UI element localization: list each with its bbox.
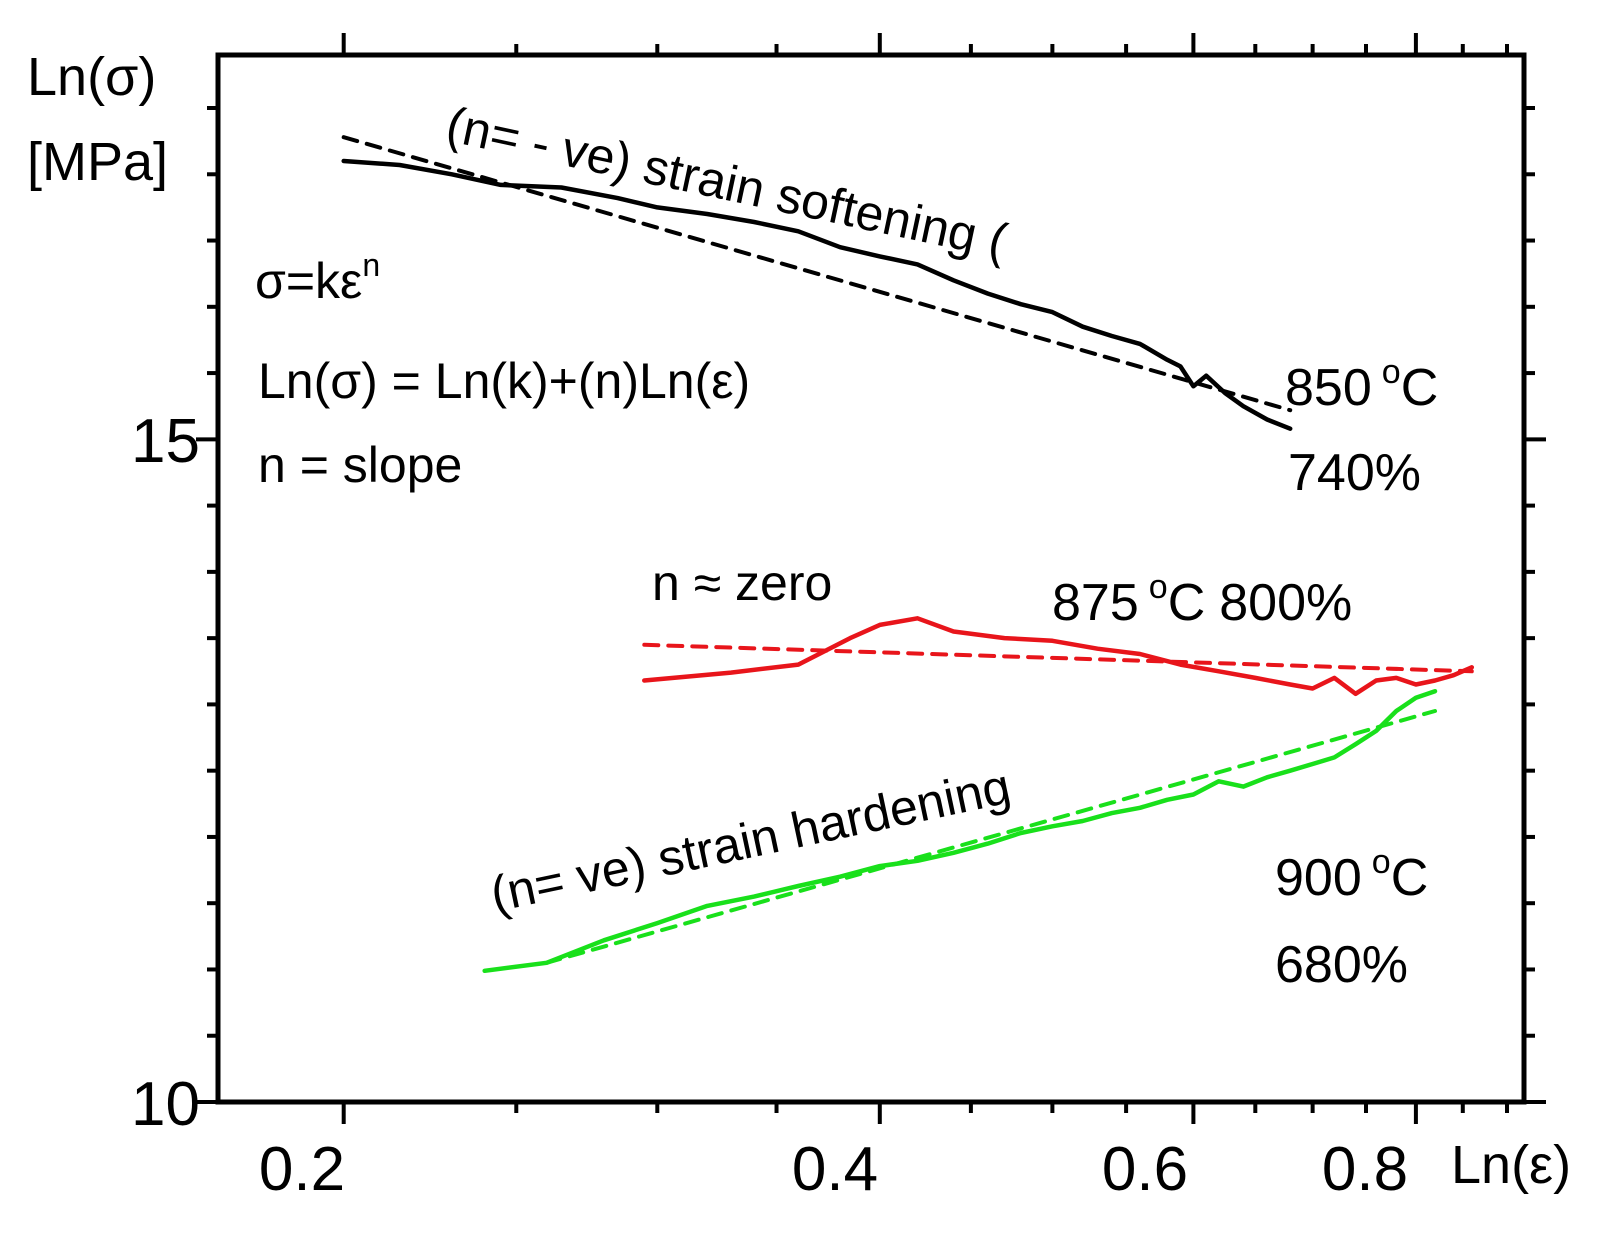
y-tick-label-15: 15: [131, 407, 200, 476]
x-tick-label-0.2: 0.2: [259, 1135, 345, 1204]
x-axis-title: Ln(ε): [1451, 1135, 1571, 1195]
series-layer: [341, 135, 1475, 974]
series-label-875: 875 oC 800%: [1052, 568, 1352, 632]
series-line-900: [482, 688, 1438, 974]
y-axis-title-line1: Ln(σ): [27, 47, 156, 107]
y-axis-title-line2: [MPa]: [27, 132, 168, 192]
fit-line-900: [544, 709, 1437, 965]
equation-base: σ=kε: [255, 253, 362, 309]
series-line-850: [341, 158, 1293, 431]
fit-line-850: [341, 135, 1293, 413]
x-tick-label-0.4: 0.4: [792, 1135, 878, 1204]
equation-exponent: n: [362, 247, 380, 283]
axis-ticks: [196, 33, 1546, 1124]
equation-power-law: σ=kεn: [255, 247, 380, 309]
series-label-850-temp: 850 oC: [1285, 353, 1438, 417]
annotation-softening: (n= - ve) strain softening (: [442, 96, 1013, 270]
equation-log-form: Ln(σ) = Ln(k)+(n)Ln(ε): [258, 353, 750, 409]
series-label-850-elong: 740%: [1288, 444, 1421, 502]
x-tick-label-0.8: 0.8: [1322, 1135, 1408, 1204]
series-line-875: [642, 616, 1475, 697]
annotation-zero: n ≈ zero: [652, 555, 832, 611]
fit-line-875: [642, 642, 1474, 674]
y-tick-label-10: 10: [131, 1070, 200, 1139]
series-label-900-temp: 900 oC: [1275, 843, 1428, 907]
plot-frame: [215, 52, 1527, 1105]
series-label-900-elong: 680%: [1275, 936, 1408, 994]
x-tick-label-0.6: 0.6: [1102, 1135, 1188, 1204]
equation-slope: n = slope: [258, 437, 462, 493]
